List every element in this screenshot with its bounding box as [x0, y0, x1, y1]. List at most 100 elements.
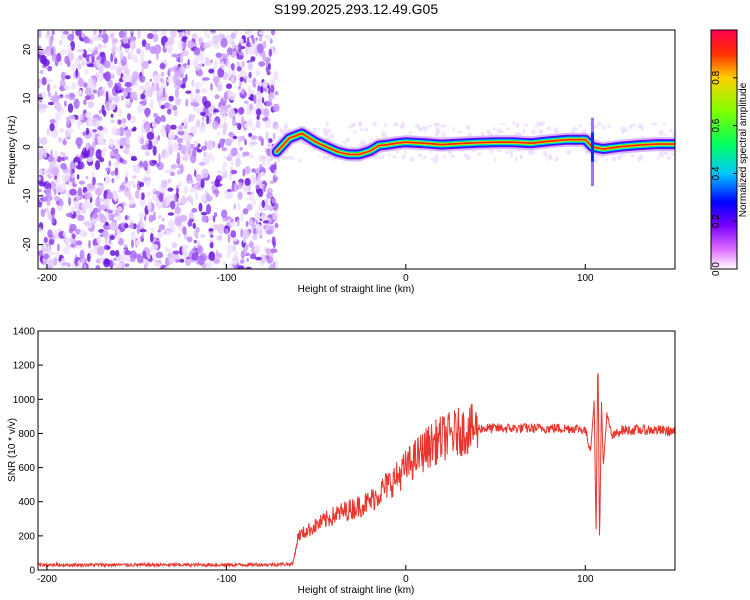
noise-speck: [433, 157, 438, 164]
noise-speck: [110, 113, 114, 118]
noise-speck: [147, 33, 155, 40]
noise-speck: [173, 85, 178, 89]
y-tick-label: 10: [22, 92, 33, 104]
noise-speck: [325, 122, 329, 127]
noise-speck: [322, 155, 326, 160]
noise-speck: [593, 158, 598, 163]
noise-speck: [209, 241, 214, 249]
noise-speck: [60, 163, 67, 170]
noise-speck: [82, 113, 85, 124]
noise-speck: [124, 244, 128, 248]
noise-speck: [401, 121, 405, 128]
noise-speck: [249, 240, 254, 249]
noise-speck: [38, 108, 46, 113]
noise-speck: [238, 179, 244, 183]
noise-speck: [48, 36, 53, 48]
noise-speck: [116, 206, 123, 212]
noise-speck: [236, 219, 240, 227]
noise-speck: [138, 190, 142, 200]
noise-speck: [262, 79, 268, 89]
noise-speck: [242, 168, 246, 177]
noise-speck: [272, 103, 280, 113]
noise-speck: [177, 30, 182, 33]
noise-speck: [147, 202, 152, 212]
noise-speck: [76, 90, 84, 96]
noise-speck: [566, 149, 572, 155]
noise-speck: [268, 138, 273, 143]
noise-speck: [167, 69, 171, 77]
snr-panel: -200 -100 0 100 0 200 400 600 800 1000 1200 1400 H…: [7, 327, 676, 596]
noise-speck: [261, 199, 265, 208]
noise-speck: [85, 95, 91, 101]
noise-speck: [499, 130, 504, 134]
noise-speck: [83, 264, 87, 269]
noise-speck: [170, 124, 177, 130]
noise-speck: [150, 30, 159, 33]
noise-speck: [174, 71, 179, 77]
noise-speck: [193, 140, 199, 148]
noise-speck: [71, 233, 76, 240]
noise-speck: [312, 127, 317, 134]
noise-speck: [414, 124, 420, 129]
noise-speck: [95, 59, 101, 69]
colorbar-label: Normalized spectral amplitude: [738, 82, 749, 217]
noise-speck: [124, 48, 129, 54]
colorbar-tick-label: 0.0: [711, 262, 722, 276]
noise-speck: [92, 129, 97, 133]
noise-speck: [38, 227, 42, 233]
noise-speck: [668, 129, 674, 133]
noise-speck: [93, 30, 96, 36]
noise-speck: [131, 175, 137, 179]
snr-y-label: SNR (10 * v/v): [7, 418, 18, 482]
noise-speck: [124, 68, 130, 76]
noise-speck: [131, 239, 134, 249]
noise-speck: [182, 226, 187, 235]
y-tick-label: 1400: [13, 327, 36, 338]
noise-speck: [53, 257, 58, 266]
noise-speck: [194, 82, 202, 89]
noise-speck: [245, 220, 249, 227]
noise-speck: [51, 54, 55, 63]
noise-speck: [496, 149, 502, 153]
noise-speck: [244, 123, 248, 129]
noise-speck: [73, 156, 81, 165]
noise-speck: [166, 108, 172, 115]
colorbar-tick-label: 0.6: [711, 118, 722, 132]
noise-speck: [269, 92, 275, 99]
noise-speck: [616, 154, 623, 160]
noise-speck: [519, 155, 523, 160]
noise-speck: [670, 153, 675, 156]
noise-speck: [124, 223, 129, 229]
noise-speck: [258, 35, 263, 42]
y-tick-label: 1000: [13, 395, 36, 406]
noise-speck: [170, 200, 176, 210]
noise-speck: [38, 176, 42, 181]
noise-speck: [127, 113, 131, 121]
noise-speck: [427, 124, 433, 128]
noise-speck: [111, 36, 115, 46]
snr-x-label: Height of straight line (km): [298, 585, 415, 596]
noise-speck: [104, 176, 111, 184]
noise-speck: [47, 245, 50, 256]
noise-speck: [500, 123, 506, 126]
noise-speck: [200, 178, 205, 189]
noise-speck: [179, 53, 184, 64]
noise-speck: [230, 218, 234, 223]
noise-speck: [141, 61, 149, 69]
noise-speck: [103, 110, 107, 117]
noise-speck: [208, 228, 214, 232]
noise-speck: [145, 180, 151, 187]
colorbar-ticks: 0.0 0.2 0.4 0.6 0.8: [711, 70, 737, 276]
noise-speck: [252, 126, 256, 130]
noise-speck: [192, 59, 199, 66]
noise-speck: [253, 94, 257, 104]
noise-speck: [75, 228, 82, 235]
noise-speck: [214, 187, 219, 198]
noise-speck: [96, 135, 104, 145]
noise-speck: [243, 100, 249, 104]
noise-speck: [63, 231, 67, 238]
x-tick-label: -100: [216, 574, 236, 585]
noise-speck: [255, 219, 259, 225]
noise-speck: [118, 30, 125, 39]
noise-speck: [185, 64, 191, 69]
